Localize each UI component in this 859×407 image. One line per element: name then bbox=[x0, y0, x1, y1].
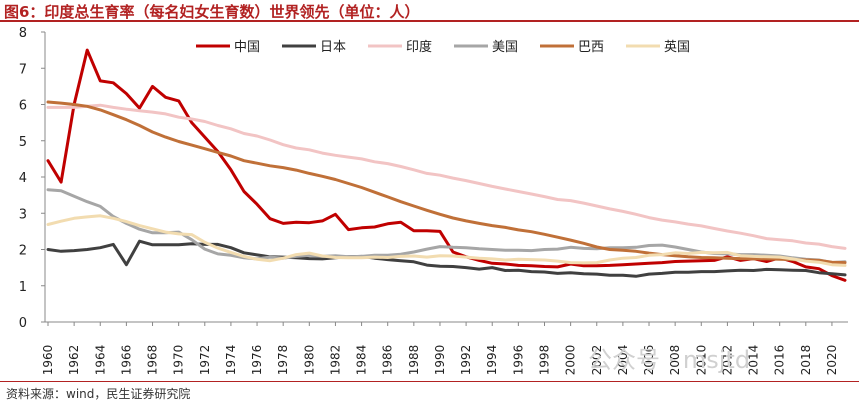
x-tick-label: 2006 bbox=[642, 345, 656, 376]
y-axis-tick-labels: 0 1 2 3 4 5 6 7 8 bbox=[19, 26, 45, 331]
x-tick-label: 1970 bbox=[172, 345, 186, 376]
legend-label: 美国 bbox=[492, 40, 518, 55]
legend-label: 中国 bbox=[234, 40, 260, 55]
x-tick-label: 1978 bbox=[276, 345, 290, 376]
legend-label: 巴西 bbox=[578, 40, 604, 55]
y-tick-label: 8 bbox=[19, 26, 27, 41]
x-tick-label: 1998 bbox=[537, 345, 551, 376]
x-tick-label: 1982 bbox=[328, 345, 342, 376]
x-tick-label: 2004 bbox=[616, 345, 630, 376]
x-tick-label: 1986 bbox=[381, 345, 395, 376]
series-line-5 bbox=[46, 214, 847, 267]
x-tick-label: 2016 bbox=[773, 345, 787, 376]
chart-title: 图6：印度总生育率（每名妇女生育数）世界领先（单位：人） bbox=[4, 3, 420, 21]
x-tick-label: 2012 bbox=[720, 345, 734, 376]
x-tick-label: 1962 bbox=[67, 345, 81, 376]
x-tick-label: 2002 bbox=[590, 345, 604, 376]
x-tick-label: 1974 bbox=[224, 345, 238, 376]
x-tick-label: 2018 bbox=[799, 345, 813, 376]
x-tick-label: 1960 bbox=[41, 345, 55, 376]
legend-label: 印度 bbox=[406, 39, 432, 55]
x-tick-label: 1996 bbox=[511, 345, 525, 376]
x-axis-tick-labels: 1960 1962 1964 1966 1968 1970 1972 1974 1976 1978… bbox=[41, 322, 839, 375]
y-tick-label: 1 bbox=[19, 280, 27, 295]
legend: 中国 日本 印度 美国 巴西 英国 bbox=[196, 39, 690, 55]
x-tick-label: 1964 bbox=[93, 345, 107, 376]
x-tick-label: 1992 bbox=[459, 345, 473, 376]
y-tick-label: 0 bbox=[19, 316, 27, 331]
x-tick-label: 1966 bbox=[119, 345, 133, 376]
y-tick-label: 3 bbox=[19, 207, 27, 222]
x-tick-label: 2020 bbox=[825, 345, 839, 376]
watermark-text: 公众号 · msjtd bbox=[588, 346, 750, 374]
x-tick-label: 2010 bbox=[694, 345, 708, 376]
x-tick-label: 1968 bbox=[146, 345, 160, 376]
footer-divider bbox=[0, 381, 859, 382]
y-tick-label: 6 bbox=[19, 99, 27, 114]
x-tick-label: 1994 bbox=[485, 345, 499, 376]
legend-label: 日本 bbox=[320, 40, 346, 55]
x-tick-label: 1988 bbox=[407, 345, 421, 376]
x-tick-label: 1972 bbox=[198, 345, 212, 376]
series-line-4 bbox=[46, 100, 847, 265]
y-tick-label: 4 bbox=[19, 171, 27, 186]
x-tick-label: 1976 bbox=[250, 345, 264, 376]
legend-label: 英国 bbox=[664, 40, 690, 55]
y-tick-label: 5 bbox=[19, 135, 27, 150]
series-line-0 bbox=[46, 48, 847, 282]
x-tick-label: 1980 bbox=[302, 345, 316, 376]
y-tick-label: 7 bbox=[19, 62, 27, 77]
x-tick-label: 2008 bbox=[668, 345, 682, 376]
series-lines bbox=[46, 48, 847, 282]
source-note: 资料来源：wind，民生证券研究院 bbox=[6, 387, 191, 401]
x-tick-label: 2000 bbox=[564, 345, 578, 376]
x-tick-label: 2014 bbox=[747, 345, 761, 376]
x-tick-label: 1984 bbox=[355, 345, 369, 376]
series-line-1 bbox=[46, 239, 847, 278]
y-tick-label: 2 bbox=[19, 244, 27, 259]
series-line-2 bbox=[46, 103, 847, 250]
x-tick-label: 1990 bbox=[433, 345, 447, 376]
title-bar: 图6：印度总生育率（每名妇女生育数）世界领先（单位：人） bbox=[0, 0, 859, 22]
